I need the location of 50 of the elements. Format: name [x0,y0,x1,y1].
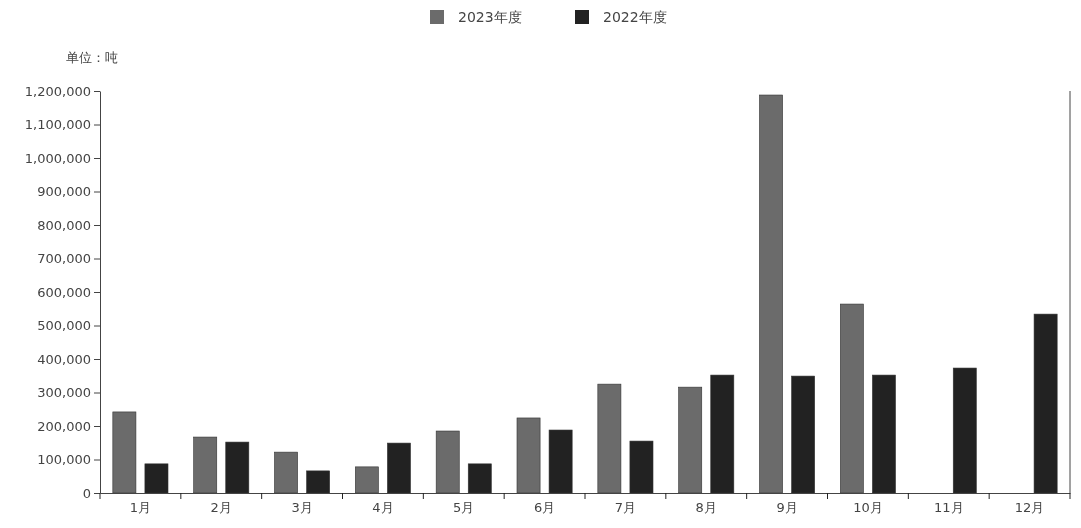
legend-label: 2023年度 [458,9,522,25]
bar [1033,313,1058,494]
x-tick-label: 7月 [614,500,637,516]
bar [193,436,218,494]
bar [306,470,330,494]
bar [355,466,379,494]
y-tick-label: 1,100,000 [24,117,91,133]
x-tick-label: 1月 [129,500,152,516]
x-tick-label: 3月 [291,500,313,516]
y-tick-label: 700,000 [37,251,91,267]
x-tick-label: 8月 [695,500,717,516]
y-tick-label: 0 [82,485,91,501]
legend-label: 2022年度 [603,9,667,25]
x-tick-label: 11月 [933,500,964,516]
y-tick-label: 1,000,000 [24,150,91,166]
y-tick-label: 300,000 [37,385,91,401]
bar [678,386,703,494]
y-tick-label: 900,000 [37,184,91,200]
bar [274,451,298,494]
y-tick-label: 200,000 [37,418,91,434]
x-tick-label: 12月 [1014,500,1045,516]
bar [710,374,735,494]
bar [759,94,783,494]
bar [840,303,864,494]
bar [952,367,977,494]
bar [144,463,169,494]
bar [225,441,250,494]
y-tick-label: 400,000 [37,351,91,367]
y-axis-title: 单位：吨 [66,50,118,65]
bar [435,430,460,494]
bar [872,374,896,494]
x-tick-label: 5月 [453,500,475,516]
bar [112,411,137,494]
bar [629,440,654,494]
bar [516,417,541,494]
y-tick-label: 600,000 [37,284,91,300]
bar [467,463,492,494]
bar [548,429,573,494]
y-tick-label: 100,000 [37,452,91,468]
y-tick-label: 1,200,000 [24,83,91,99]
x-tick-label: 4月 [372,500,394,516]
bar [791,375,815,494]
y-tick-label: 800,000 [37,217,91,233]
x-tick-label: 6月 [533,500,556,516]
bar [387,442,411,494]
x-tick-label: 2月 [210,500,232,516]
bar [597,383,622,494]
x-tick-label: 9月 [776,500,798,516]
x-tick-label: 10月 [853,500,883,516]
y-tick-label: 500,000 [37,318,91,334]
